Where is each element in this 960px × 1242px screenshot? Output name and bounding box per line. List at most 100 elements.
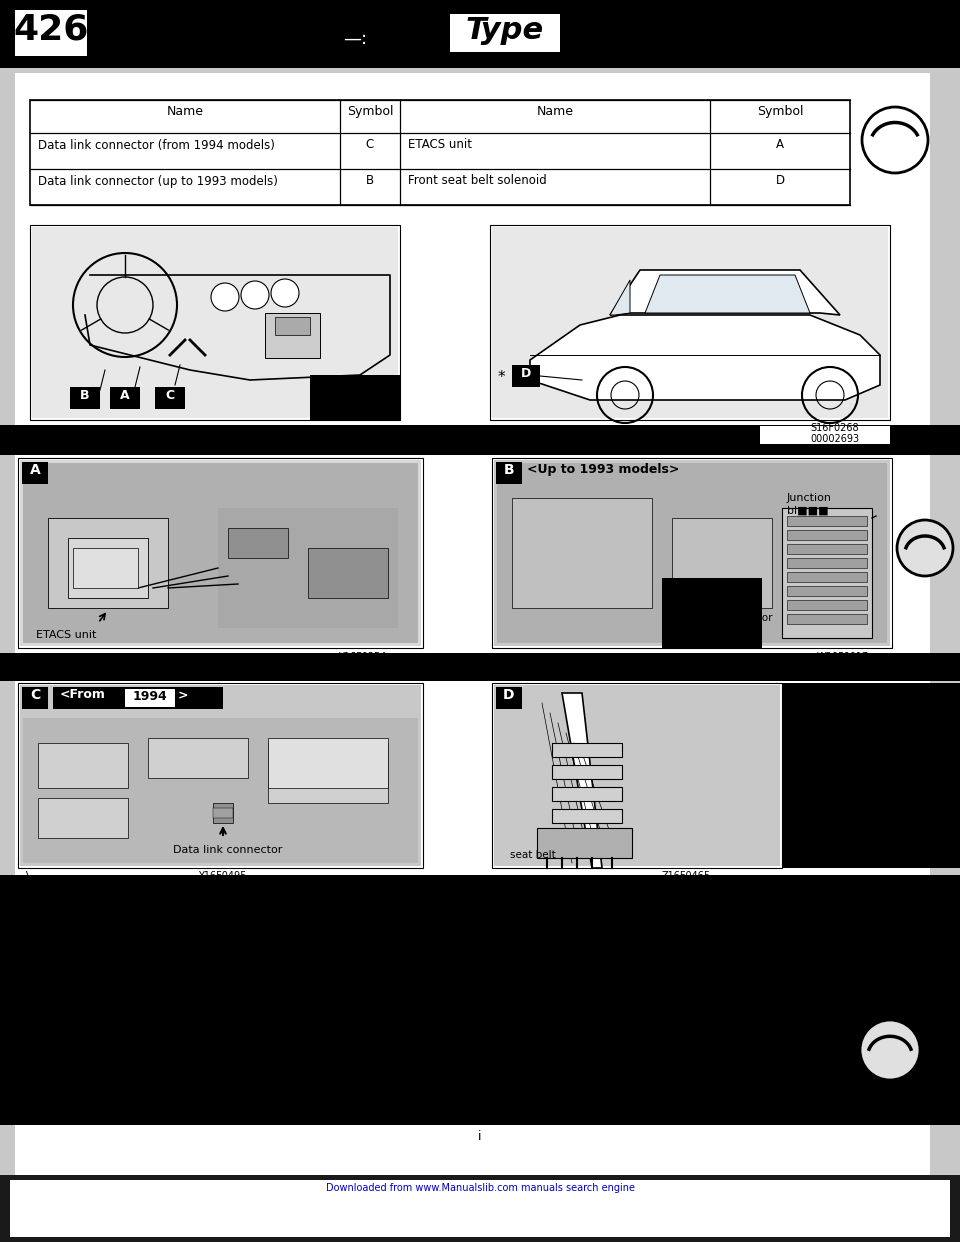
Bar (38, 743, 128, 787)
Bar (0, 876, 960, 1125)
Text: Y16F0354: Y16F0354 (338, 652, 386, 662)
Text: Type: Type (466, 16, 544, 45)
Text: Junction: Junction (787, 493, 832, 503)
Text: bl■■■: bl■■■ (787, 505, 828, 515)
Bar (760, 426, 890, 443)
Text: Front seat belt solenoid: Front seat belt solenoid (408, 174, 547, 188)
Text: 426: 426 (13, 12, 88, 47)
Bar (15, 73, 930, 1177)
Bar (310, 375, 400, 420)
Text: <Up to 1993 models>: <Up to 1993 models> (527, 463, 680, 476)
Bar (275, 317, 310, 335)
Bar (0, 653, 960, 681)
Text: D: D (776, 174, 784, 188)
Bar (494, 686, 780, 866)
Bar (0, 68, 960, 1182)
Text: Data link connector: Data link connector (173, 845, 282, 854)
Text: <From: <From (60, 688, 106, 700)
Bar (787, 558, 867, 568)
Bar (265, 313, 320, 358)
Text: Data link connector (up to 1993 models): Data link connector (up to 1993 models) (38, 174, 277, 188)
Bar (213, 809, 233, 818)
Bar (492, 458, 892, 648)
Bar (552, 809, 622, 823)
Text: ETACS unit: ETACS unit (36, 630, 96, 640)
Bar (18, 458, 423, 648)
Bar (22, 687, 48, 709)
Bar (148, 738, 248, 777)
Bar (672, 518, 772, 609)
Bar (0, 425, 960, 455)
Text: A: A (30, 463, 40, 477)
Text: Data link connector: Data link connector (670, 614, 773, 623)
Bar (787, 614, 867, 623)
Text: —:: —: (343, 30, 367, 48)
Bar (228, 528, 288, 558)
Bar (450, 14, 560, 52)
Text: B: B (504, 463, 515, 477)
Bar (73, 548, 138, 587)
Polygon shape (645, 274, 810, 313)
Bar (552, 765, 622, 779)
Bar (662, 578, 762, 648)
Circle shape (241, 281, 269, 309)
Bar (496, 687, 522, 709)
Text: S16F0268: S16F0268 (810, 424, 858, 433)
Polygon shape (610, 279, 630, 315)
Text: D: D (521, 366, 531, 380)
Text: C: C (30, 688, 40, 702)
Bar (48, 518, 168, 609)
Text: F19F0134: F19F0134 (340, 425, 388, 435)
Text: Name: Name (537, 106, 573, 118)
Text: Symbol: Symbol (347, 106, 394, 118)
Text: Data link connector (from 1994 models): Data link connector (from 1994 models) (38, 139, 275, 152)
Polygon shape (530, 315, 880, 400)
Circle shape (860, 1020, 920, 1081)
Bar (213, 804, 233, 823)
Polygon shape (610, 270, 840, 315)
Text: B: B (81, 389, 89, 402)
Text: 00002693: 00002693 (810, 433, 859, 443)
Bar (782, 508, 872, 638)
Text: ETACS unit: ETACS unit (408, 139, 472, 152)
Bar (53, 687, 223, 709)
Bar (23, 463, 418, 643)
Bar (787, 586, 867, 596)
Text: B: B (366, 174, 374, 188)
Polygon shape (562, 693, 602, 868)
Bar (490, 225, 890, 420)
Bar (20, 686, 421, 866)
Bar (125, 689, 175, 707)
Bar (30, 101, 850, 205)
Text: \: \ (26, 871, 30, 881)
Bar (787, 530, 867, 540)
Bar (20, 460, 421, 646)
Bar (492, 683, 782, 868)
Bar (268, 738, 388, 787)
Circle shape (897, 520, 953, 576)
Bar (512, 365, 540, 388)
Text: **: ** (30, 430, 41, 440)
Bar (10, 1180, 950, 1237)
Bar (787, 515, 867, 527)
Bar (68, 538, 148, 597)
Bar (0, 1175, 960, 1242)
Bar (22, 462, 48, 484)
Bar (268, 743, 388, 804)
Bar (70, 388, 100, 409)
Bar (492, 227, 888, 419)
Bar (494, 460, 890, 646)
Text: Symbol: Symbol (756, 106, 804, 118)
Bar (38, 799, 128, 838)
Text: *: * (498, 370, 506, 385)
Bar (782, 683, 960, 868)
Bar (15, 10, 87, 56)
Bar (30, 225, 400, 420)
Text: C: C (366, 139, 374, 152)
Bar (308, 548, 388, 597)
Text: 1994: 1994 (132, 691, 167, 703)
Text: seat belt: seat belt (510, 850, 556, 859)
Bar (23, 718, 418, 863)
Text: i: i (478, 1130, 482, 1143)
Bar (787, 573, 867, 582)
